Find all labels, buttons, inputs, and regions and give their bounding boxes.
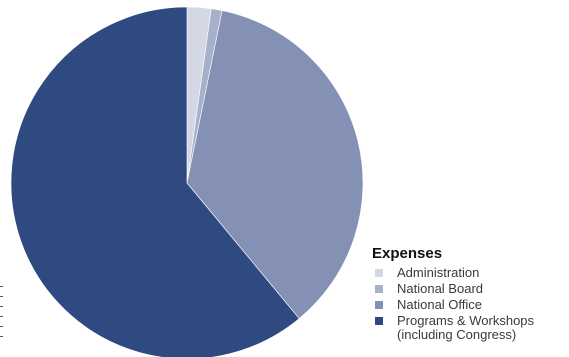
legend-label-national-board: National Board	[397, 281, 483, 296]
legend-item-national-office: National Office	[372, 298, 562, 312]
legend-swatch-administration	[375, 269, 383, 277]
edge-mark	[0, 296, 3, 297]
edge-mark	[0, 326, 3, 327]
legend-item-national-board: National Board	[372, 282, 562, 296]
legend-label-administration: Administration	[397, 265, 480, 280]
pie-slice-national-office	[186, 10, 364, 320]
legend-title: Expenses	[372, 245, 443, 262]
edge-marks	[0, 286, 4, 346]
legend-label-programs-workshops: Programs & Workshops (including Congress…	[397, 313, 535, 342]
legend: Expenses Administration National Board N…	[372, 245, 562, 344]
edge-mark	[0, 336, 3, 337]
legend-item-programs-workshops: Programs & Workshops (including Congress…	[372, 314, 562, 342]
edge-mark	[0, 286, 3, 287]
edge-mark	[0, 316, 3, 317]
legend-item-administration: Administration	[372, 266, 562, 280]
legend-swatch-national-office	[375, 301, 383, 309]
legend-swatch-national-board	[375, 285, 383, 293]
edge-mark	[0, 306, 3, 307]
pie-slice-programs-workshops	[10, 6, 300, 357]
legend-swatch-programs-workshops	[375, 317, 383, 325]
legend-label-national-office: National Office	[397, 297, 483, 312]
pie-slices	[10, 6, 364, 357]
